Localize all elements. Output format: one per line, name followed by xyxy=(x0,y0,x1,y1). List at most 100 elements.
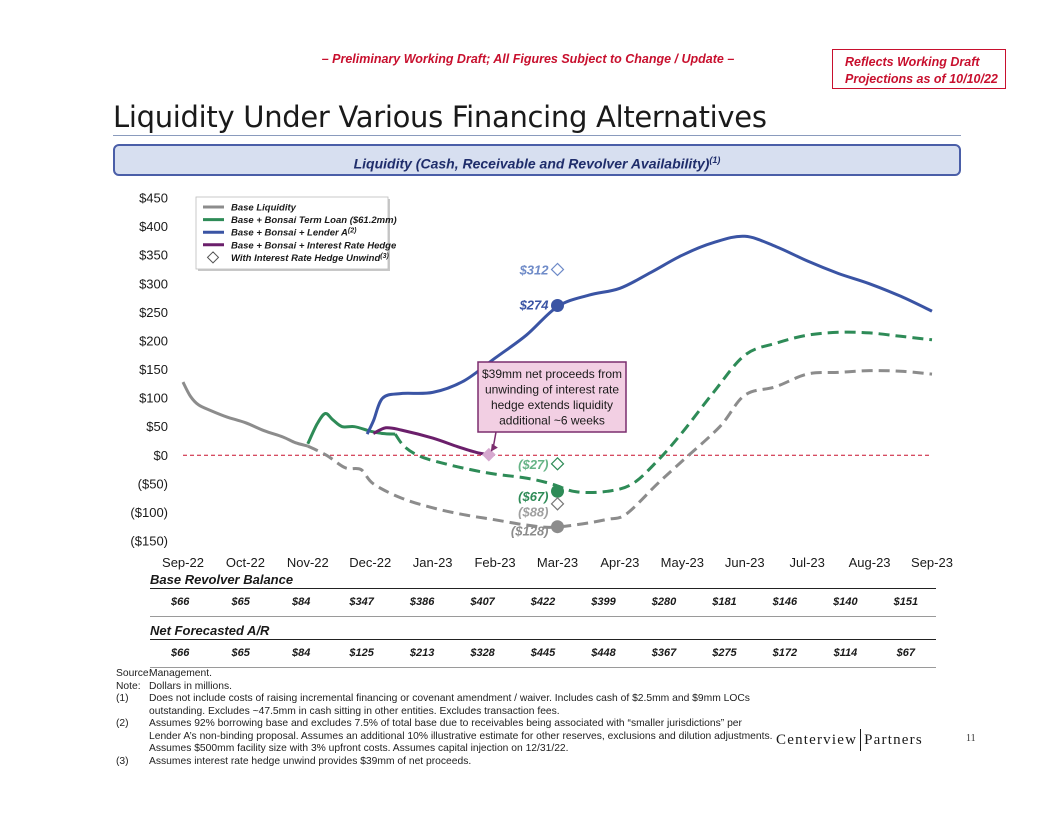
revolver-value-mar-23: $422 xyxy=(530,596,556,608)
legend-label-base: Base Liquidity xyxy=(231,203,297,214)
y-tick-label: $350 xyxy=(139,248,168,263)
net-ar-table: Net Forecasted A/R $66 $65 $84 $125 $213 $328… xyxy=(150,622,936,668)
ar-value-mar-23: $445 xyxy=(530,647,556,659)
revolver-value-nov-22: $84 xyxy=(291,596,311,608)
annotation-box xyxy=(477,361,627,433)
ar-value-aug-23: $114 xyxy=(833,647,858,659)
ar-value-jul-23: $172 xyxy=(772,647,798,659)
footnotes: Source: Management. Note: Dollars in millio… xyxy=(116,668,776,768)
x-tick-label: Feb-23 xyxy=(474,555,515,570)
ar-value-apr-23: $448 xyxy=(591,647,616,659)
footnote-label: (1) xyxy=(116,693,129,704)
banner-footnote: (1) xyxy=(709,155,721,165)
y-tick-label: ($100) xyxy=(130,505,168,520)
ar-value-jan-23: $213 xyxy=(409,647,435,659)
revolver-value-jan-23: $386 xyxy=(409,596,435,608)
legend-footnote: (2) xyxy=(348,228,357,235)
projection-line-2: Projections as of 10/10/22 xyxy=(845,72,998,86)
annotation-text: hedge extends liquidity xyxy=(491,398,613,412)
series-line-hedge xyxy=(372,426,490,457)
footnote-item: (1) Does not include costs of raising inc… xyxy=(116,693,776,718)
hedge-unwind-marker-5 xyxy=(550,456,565,471)
annotation-text: additional ~6 weeks xyxy=(499,414,605,428)
x-tick-label: Mar-23 xyxy=(537,555,578,570)
y-tick-label: $200 xyxy=(139,333,168,348)
revolver-value-sep-22: $66 xyxy=(171,596,190,608)
y-tick-label: $150 xyxy=(139,362,168,377)
revolver-value-oct-22: $65 xyxy=(231,596,250,608)
footnote-item: Note: Dollars in millions. xyxy=(116,681,776,694)
y-tick-label: $300 xyxy=(139,276,168,291)
x-tick-label: Dec-22 xyxy=(349,555,391,570)
revolver-value-apr-23: $399 xyxy=(591,596,616,608)
series-line-lender xyxy=(365,234,933,435)
x-tick-label: Sep-22 xyxy=(162,555,204,570)
logo-right: Partners xyxy=(864,731,923,748)
footnote-label: Source: xyxy=(116,668,152,679)
y-tick-label: $400 xyxy=(139,219,168,234)
series-line-bonsai_dashed xyxy=(393,330,933,495)
legend-label-lender: Base + Bonsai + Lender A(2) xyxy=(231,228,357,239)
x-tick-label: Oct-22 xyxy=(226,555,265,570)
ar-value-oct-22: $65 xyxy=(231,647,250,659)
x-tick-label: May-23 xyxy=(661,555,704,570)
net-ar-title: Net Forecasted A/R xyxy=(150,622,936,640)
revolver-value-sep-23: $151 xyxy=(893,596,919,608)
hedge-unwind-marker-0 xyxy=(481,447,496,462)
data-label: $274 xyxy=(519,297,550,312)
footnote-label: (3) xyxy=(116,755,129,767)
series-line-base_dashed xyxy=(307,369,933,529)
x-tick-label: Jun-23 xyxy=(725,555,765,570)
liquidity-chart: $450 $400 $350 $300 $250 $200 $150 $100 $50 $0 ($5… xyxy=(130,191,953,571)
x-tick-label: Jul-23 xyxy=(789,555,824,570)
series-line-base_solid xyxy=(181,381,309,448)
revolver-balance-title: Base Revolver Balance xyxy=(150,571,936,589)
data-label: ($67) xyxy=(518,489,548,504)
title-divider xyxy=(113,135,961,136)
legend-label-unwind: With Interest Rate Hedge Unwind(3) xyxy=(231,253,390,264)
legend-footnote: (3) xyxy=(380,253,389,260)
y-tick-label: $450 xyxy=(139,191,168,206)
y-tick-label: $50 xyxy=(146,419,168,434)
data-point-marker-1 xyxy=(551,298,564,312)
footnote-label: Note: xyxy=(116,680,141,692)
ar-value-nov-22: $84 xyxy=(291,647,311,659)
y-tick-label: ($150) xyxy=(130,534,168,549)
legend-label-bonsai: Base + Bonsai Term Loan ($61.2mm) xyxy=(231,215,397,226)
revolver-value-aug-23: $140 xyxy=(833,596,858,608)
ar-value-sep-22: $66 xyxy=(171,647,190,659)
footnote-text: Does not include costs of raising increm… xyxy=(149,693,750,717)
legend-box xyxy=(195,196,389,270)
data-label: ($88) xyxy=(518,504,548,519)
y-tick-label: $250 xyxy=(139,305,168,320)
revolver-value-may-23: $280 xyxy=(651,596,677,608)
hedge-unwind-marker-6 xyxy=(550,496,565,511)
projection-line-1: Reflects Working Draft xyxy=(845,55,980,69)
annotation-text: unwinding of interest rate xyxy=(485,383,619,397)
x-tick-label: Nov-22 xyxy=(287,555,329,570)
data-label: $312 xyxy=(519,262,550,277)
data-label: ($27) xyxy=(518,457,548,472)
y-tick-label: $100 xyxy=(139,391,168,406)
footnote-text: Management. xyxy=(149,668,212,679)
ar-value-dec-22: $125 xyxy=(349,647,374,659)
draft-notice: – Preliminary Working Draft; All Figures… xyxy=(321,52,735,66)
banner-text: Liquidity (Cash, Receivable and Revolver… xyxy=(353,155,710,172)
ar-value-may-23: $367 xyxy=(651,647,677,659)
hedge-unwind-marker-4 xyxy=(550,262,565,277)
revolver-value-dec-22: $347 xyxy=(349,596,374,608)
data-point-marker-2 xyxy=(551,484,564,498)
footnote-text: Dollars in millions. xyxy=(149,680,232,692)
footnote-label: (2) xyxy=(116,718,129,729)
ar-value-feb-23: $328 xyxy=(470,647,495,659)
data-point-marker-3 xyxy=(551,520,564,534)
footnote-item: (2) Assumes 92% borrowing base and exclud… xyxy=(116,718,776,756)
ar-value-jun-23: $275 xyxy=(712,647,737,659)
x-tick-label: Aug-23 xyxy=(849,555,891,570)
chart-banner: Liquidity (Cash, Receivable and Revolver… xyxy=(113,144,961,176)
annotation-text: $39mm net proceeds from xyxy=(482,367,622,381)
logo-left: Centerview xyxy=(776,731,858,748)
legend-swatch-unwind xyxy=(206,251,220,264)
revolver-value-jul-23: $146 xyxy=(772,596,798,608)
series-line-bonsai_solid xyxy=(306,411,396,445)
